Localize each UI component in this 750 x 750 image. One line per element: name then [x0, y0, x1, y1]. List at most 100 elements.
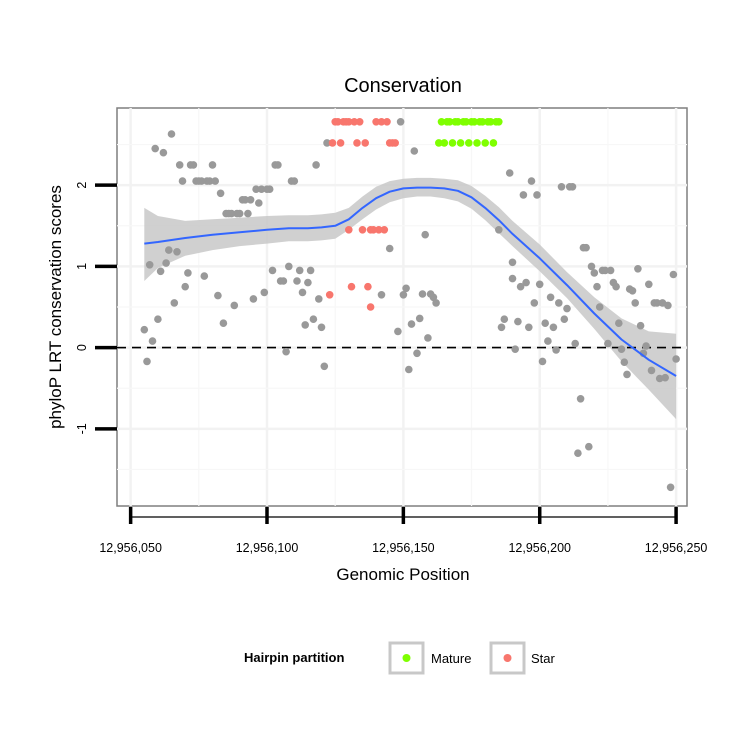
- data-point-mature: [437, 118, 446, 126]
- y-tick-label: -1: [75, 423, 89, 434]
- data-point-other: [672, 355, 680, 363]
- data-point-other: [317, 323, 326, 332]
- confidence-band-layer: [144, 177, 677, 420]
- data-point-other: [405, 365, 413, 374]
- legend-label-star: Star: [531, 651, 556, 666]
- data-point-other: [290, 177, 299, 185]
- legend: Hairpin partition Mature Star: [244, 641, 556, 675]
- data-point-mature: [481, 139, 490, 147]
- data-point-other: [407, 320, 416, 328]
- data-point-star: [336, 139, 345, 147]
- data-point-other: [505, 169, 514, 177]
- data-point-other: [595, 303, 604, 311]
- data-point-other: [208, 161, 217, 169]
- data-point-star: [345, 226, 353, 234]
- data-point-mature: [486, 118, 495, 126]
- data-point-other: [162, 259, 170, 267]
- data-point-other: [612, 282, 620, 291]
- data-point-mature: [454, 118, 462, 126]
- data-point-other: [645, 280, 653, 289]
- data-point-other: [535, 280, 544, 289]
- data-point-other: [200, 272, 209, 280]
- data-point-other: [219, 319, 228, 328]
- data-point-other: [530, 299, 539, 307]
- x-tick-label: 12,956,200: [508, 541, 571, 555]
- data-point-other: [666, 483, 675, 492]
- data-point-other: [508, 258, 517, 267]
- data-point-other: [533, 191, 541, 199]
- data-point-mature: [489, 139, 498, 147]
- legend-item-mature[interactable]: Mature: [388, 641, 471, 675]
- data-point-other: [593, 282, 601, 291]
- confidence-band: [144, 177, 677, 420]
- data-point-star: [377, 118, 386, 126]
- data-point-other: [260, 288, 269, 297]
- data-point-other: [432, 299, 440, 307]
- series-other: [140, 118, 680, 492]
- data-point-other: [214, 291, 222, 300]
- data-point-other: [582, 243, 590, 252]
- data-point-other: [568, 183, 577, 191]
- data-point-other: [606, 266, 615, 275]
- data-point-other: [279, 277, 288, 285]
- series-mature: [435, 118, 503, 147]
- data-point-star: [364, 282, 372, 291]
- data-point-other: [268, 266, 277, 275]
- data-point-other: [642, 342, 650, 350]
- data-point-other: [167, 130, 176, 138]
- data-point-other: [563, 304, 571, 313]
- data-point-other: [175, 161, 184, 169]
- data-point-other: [323, 139, 331, 147]
- data-point-other: [252, 185, 260, 193]
- data-point-star: [353, 139, 361, 147]
- data-point-other: [197, 177, 206, 185]
- data-point-other: [173, 248, 181, 256]
- data-point-star: [366, 303, 375, 311]
- data-point-mature: [473, 139, 481, 147]
- x-tick-label: 12,956,250: [645, 541, 708, 555]
- data-point-star: [328, 139, 337, 147]
- data-point-other: [669, 270, 678, 279]
- data-point-other: [159, 148, 168, 157]
- data-point-other: [587, 262, 596, 271]
- data-point-other: [664, 301, 672, 310]
- data-point-other: [227, 209, 236, 218]
- data-point-other: [274, 161, 282, 169]
- data-point-other: [285, 262, 293, 271]
- data-point-other: [265, 185, 274, 193]
- data-point-other: [385, 244, 394, 253]
- data-point-other: [623, 370, 631, 379]
- data-point-star: [391, 139, 400, 147]
- data-point-star: [375, 226, 383, 234]
- data-point-other: [184, 269, 192, 277]
- data-point-other: [615, 319, 623, 328]
- data-point-other: [148, 337, 157, 345]
- series-star: [325, 118, 400, 311]
- data-point-other: [525, 323, 533, 332]
- data-point-other: [394, 327, 402, 336]
- data-point-other: [309, 315, 318, 324]
- data-point-mature: [448, 139, 457, 147]
- data-point-other: [511, 345, 519, 354]
- data-point-other: [634, 265, 642, 273]
- data-point-star: [350, 118, 359, 126]
- y-tick-label: 2: [75, 182, 89, 189]
- legend-label-mature: Mature: [431, 651, 471, 666]
- x-axis: 12,956,050 12,956,100 12,956,150 12,956,200…: [99, 507, 707, 555]
- data-point-star: [347, 282, 356, 291]
- data-point-other: [541, 319, 549, 328]
- legend-item-star[interactable]: Star: [489, 641, 556, 675]
- data-point-star: [380, 226, 389, 234]
- data-point-other: [604, 339, 612, 348]
- data-point-other: [590, 269, 599, 277]
- data-point-other: [257, 185, 266, 193]
- data-point-other: [301, 321, 310, 329]
- data-point-other: [304, 278, 312, 287]
- data-point-other: [154, 315, 162, 324]
- x-tick-label: 12,956,050: [99, 541, 162, 555]
- data-point-other: [508, 274, 517, 283]
- data-point-other: [140, 325, 149, 334]
- data-point-mature: [470, 118, 479, 126]
- data-point-other: [601, 266, 609, 275]
